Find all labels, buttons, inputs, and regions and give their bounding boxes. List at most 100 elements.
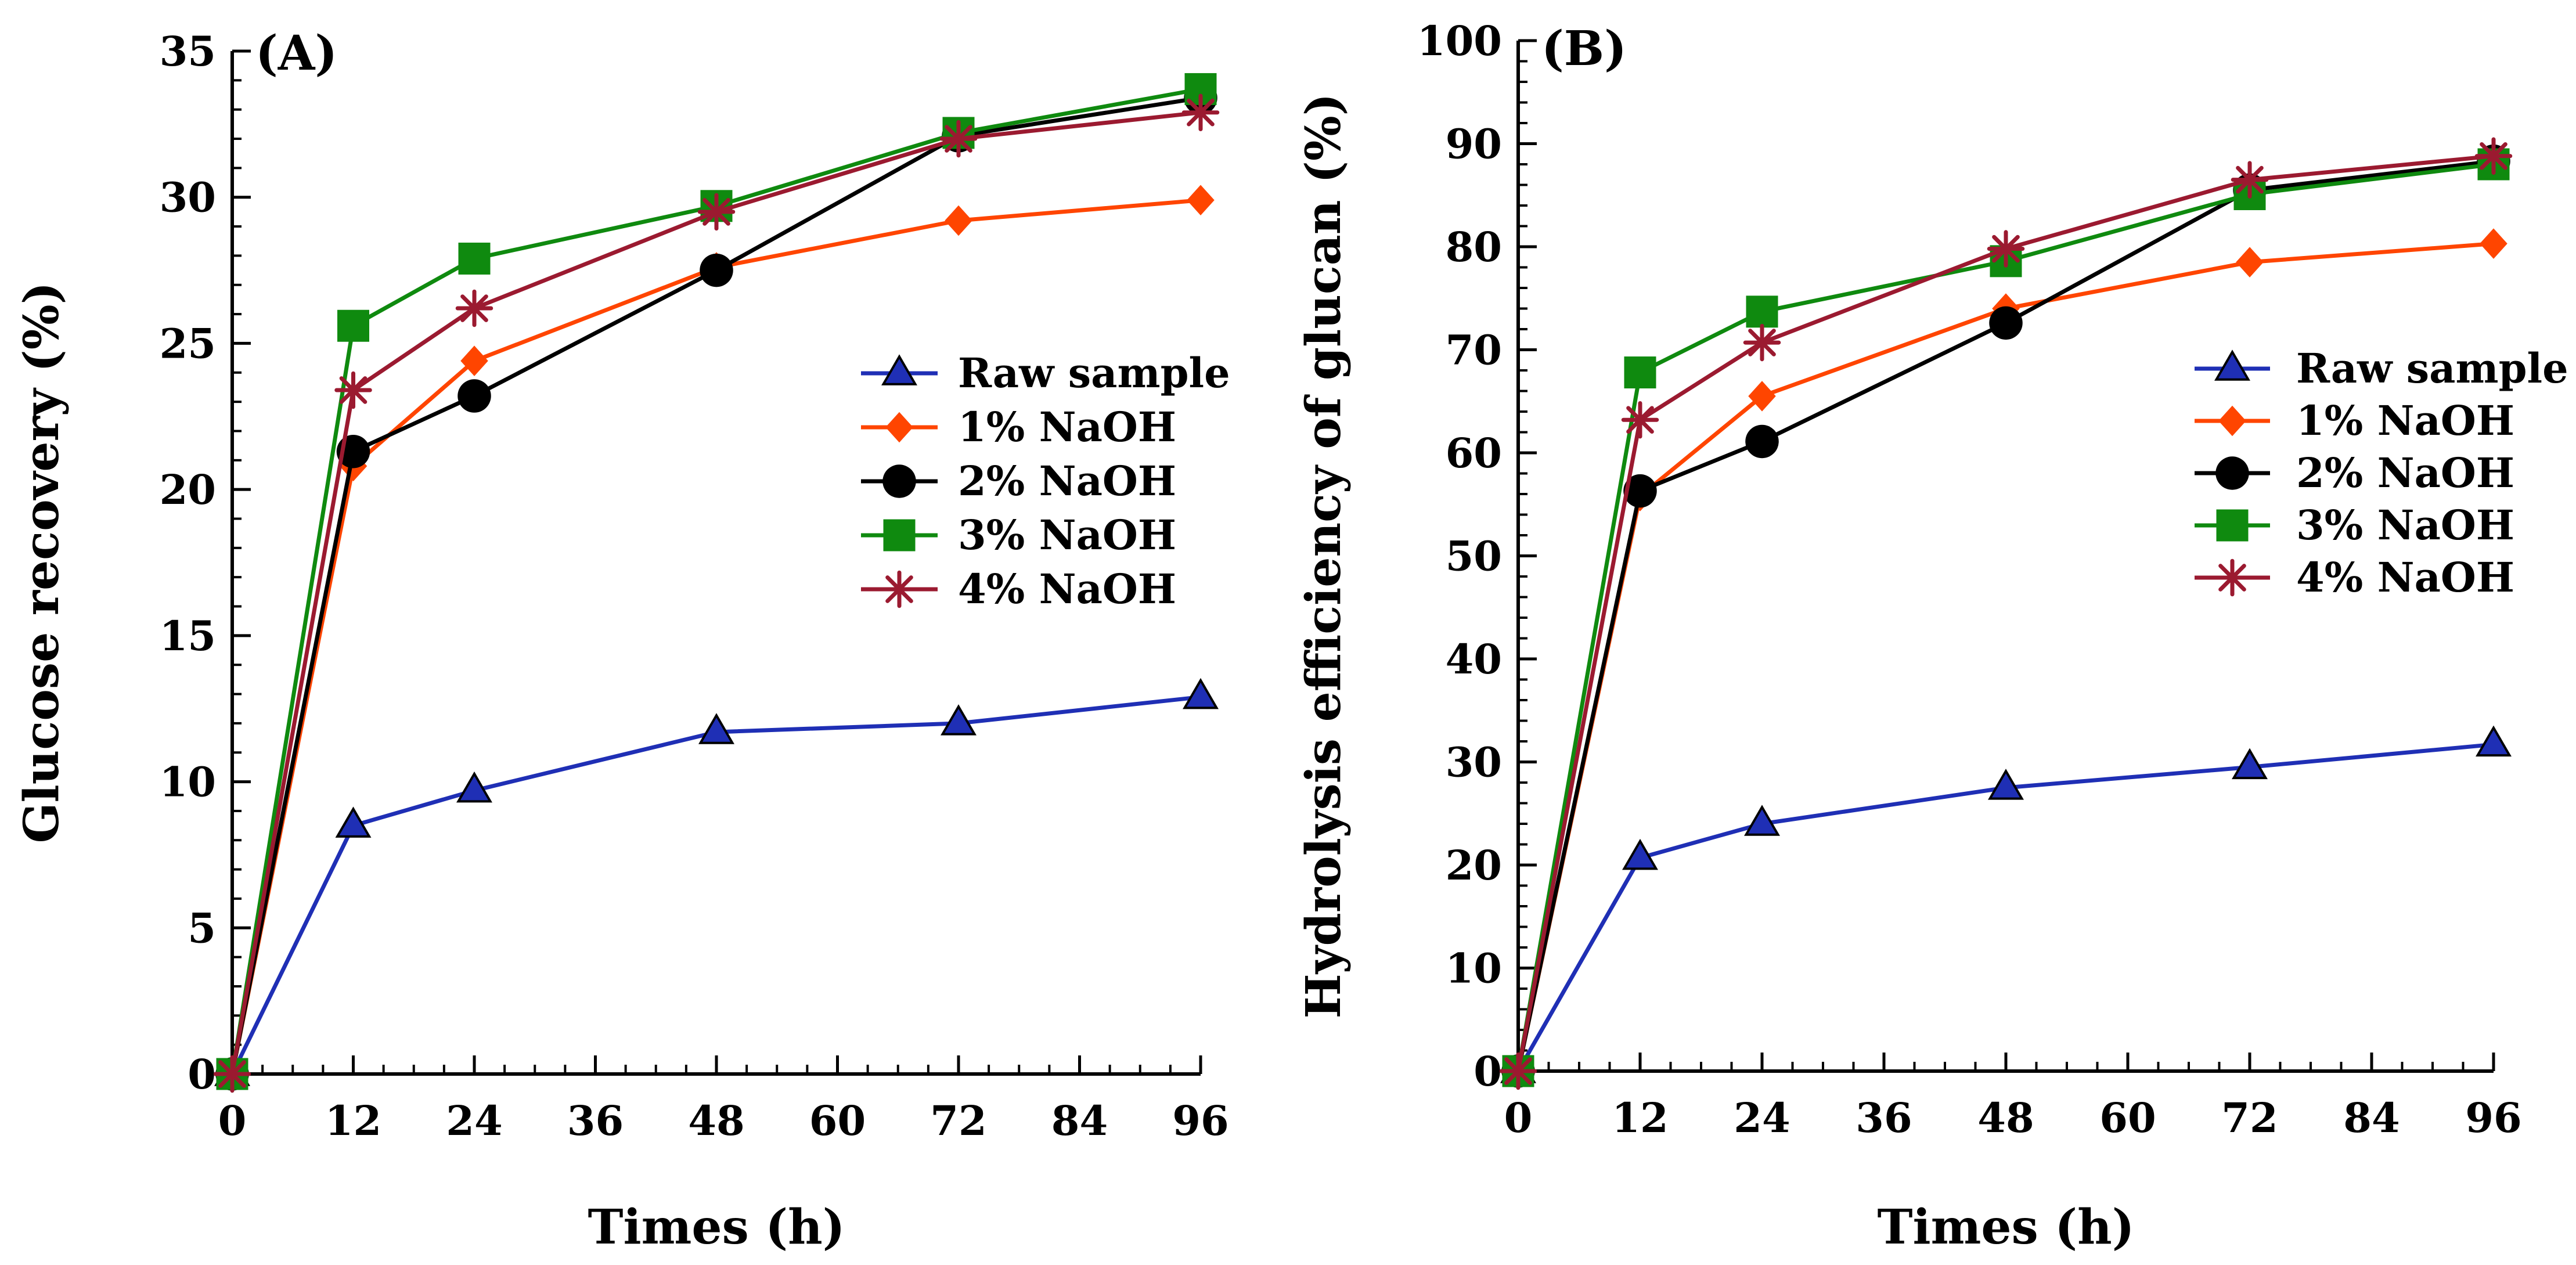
data-point [1748, 381, 1776, 412]
x-axis-title: Times (h) [1877, 1199, 2134, 1255]
legend-marker [885, 412, 913, 443]
data-point [2474, 137, 2513, 175]
y-tick-label: 50 [1446, 532, 1502, 581]
y-tick-label: 100 [1417, 17, 1502, 65]
series-4-naoh [1499, 137, 2513, 1090]
legend-item: 1% NaOH [861, 403, 1176, 451]
series-line [230, 87, 1201, 1075]
data-point [697, 193, 736, 231]
data-point [1744, 805, 1780, 836]
data-point [1181, 93, 1220, 131]
data-point [1745, 424, 1779, 459]
y-tick-label: 5 [188, 904, 216, 952]
legend-item: 2% NaOH [861, 457, 1176, 505]
y-axis-title: Glucose recovery (%) [14, 282, 70, 843]
data-point [700, 253, 733, 287]
data-point [456, 771, 492, 803]
legend-item: Raw sample [861, 349, 1230, 397]
data-point [939, 120, 978, 158]
data-point [698, 713, 734, 744]
data-point [1187, 185, 1215, 215]
y-tick-label: 40 [1446, 635, 1502, 683]
series-2-naoh [1501, 144, 2510, 1088]
legend-item: 1% NaOH [2195, 397, 2514, 445]
data-point [1623, 474, 1657, 508]
y-tick-label: 10 [1446, 945, 1502, 993]
legend-marker [2216, 509, 2249, 542]
legend-label: 4% NaOH [2296, 553, 2514, 601]
legend-label: 2% NaOH [2296, 449, 2514, 497]
series-line [230, 96, 1201, 1075]
y-tick-label: 0 [188, 1050, 216, 1098]
legend-marker [881, 354, 917, 385]
data-point [2236, 247, 2264, 277]
chart-panel-a: 0 12 24 36 48 60 72 84 96 0 5 10 15 20 25 30 35 Times (h)… [14, 26, 1230, 1255]
series-line [1516, 162, 2494, 1072]
data-point [1621, 401, 1659, 439]
data-point [1743, 323, 1781, 362]
legend-marker [882, 464, 916, 498]
legend-label: 2% NaOH [958, 457, 1176, 505]
x-tick-label: 48 [1977, 1094, 2034, 1142]
data-point [1746, 295, 1778, 328]
y-tick-label: 30 [160, 174, 216, 222]
legend-label: 3% NaOH [2296, 501, 2514, 549]
data-point [2480, 228, 2507, 259]
x-tick-label: 84 [1051, 1097, 1108, 1145]
x-tick-label: 84 [2343, 1094, 2400, 1142]
data-point [1499, 1052, 1537, 1090]
data-point [334, 371, 372, 409]
series-line [1516, 742, 2494, 1072]
data-point [337, 309, 369, 342]
legend-marker [2214, 349, 2250, 381]
data-point [2231, 161, 2269, 199]
legend-marker [2213, 558, 2251, 597]
legend-label: Raw sample [958, 349, 1230, 397]
data-point [941, 704, 977, 736]
legend-label: 1% NaOH [958, 403, 1176, 451]
legend-item: 2% NaOH [2195, 449, 2514, 497]
y-tick-label: 80 [1446, 223, 1502, 271]
series-3-naoh [1502, 148, 2510, 1087]
legend: Raw sample 1% NaOH 2% NaOH 3% NaOH 4% NaOH [861, 349, 1230, 613]
legend-item: 3% NaOH [861, 511, 1176, 559]
data-point [458, 242, 491, 275]
series-line [1516, 159, 2494, 1072]
x-tick-label: 60 [809, 1097, 866, 1145]
x-tick-label: 48 [688, 1097, 744, 1145]
data-point [457, 379, 491, 413]
data-point [1988, 769, 2024, 800]
legend-marker [880, 570, 918, 608]
data-point [213, 1055, 251, 1093]
data-point [1183, 677, 1219, 709]
series-4-naoh [213, 93, 1220, 1093]
legend-label: Raw sample [2296, 344, 2568, 392]
legend-item: 4% NaOH [861, 565, 1176, 613]
y-tick-label: 25 [160, 319, 216, 367]
series-line [230, 695, 1201, 1075]
panel-label: (A) [255, 26, 337, 81]
data-point [460, 345, 488, 376]
x-tick-label: 72 [2221, 1094, 2278, 1142]
y-tick-label: 20 [160, 466, 216, 514]
y-tick-label: 70 [1446, 326, 1502, 374]
y-tick-label: 10 [160, 758, 216, 806]
data-point [2232, 748, 2268, 780]
x-tick-label: 96 [2465, 1094, 2521, 1142]
y-tick-label: 60 [1446, 429, 1502, 477]
legend-label: 3% NaOH [958, 511, 1176, 559]
legend-item: Raw sample [2195, 344, 2568, 392]
y-axis-title: Hydrolysis efficiency of glucan (%) [1296, 93, 1352, 1018]
data-point [1622, 838, 1658, 870]
data-point [335, 806, 372, 838]
data-point [945, 205, 972, 236]
y-tick-label: 15 [160, 612, 216, 660]
legend-label: 1% NaOH [2296, 397, 2514, 445]
x-tick-label: 36 [567, 1097, 624, 1145]
x-tick-label: 12 [1612, 1094, 1668, 1142]
x-tick-label: 60 [2099, 1094, 2156, 1142]
y-tick-label: 20 [1446, 841, 1502, 889]
legend-item: 4% NaOH [2195, 553, 2514, 601]
